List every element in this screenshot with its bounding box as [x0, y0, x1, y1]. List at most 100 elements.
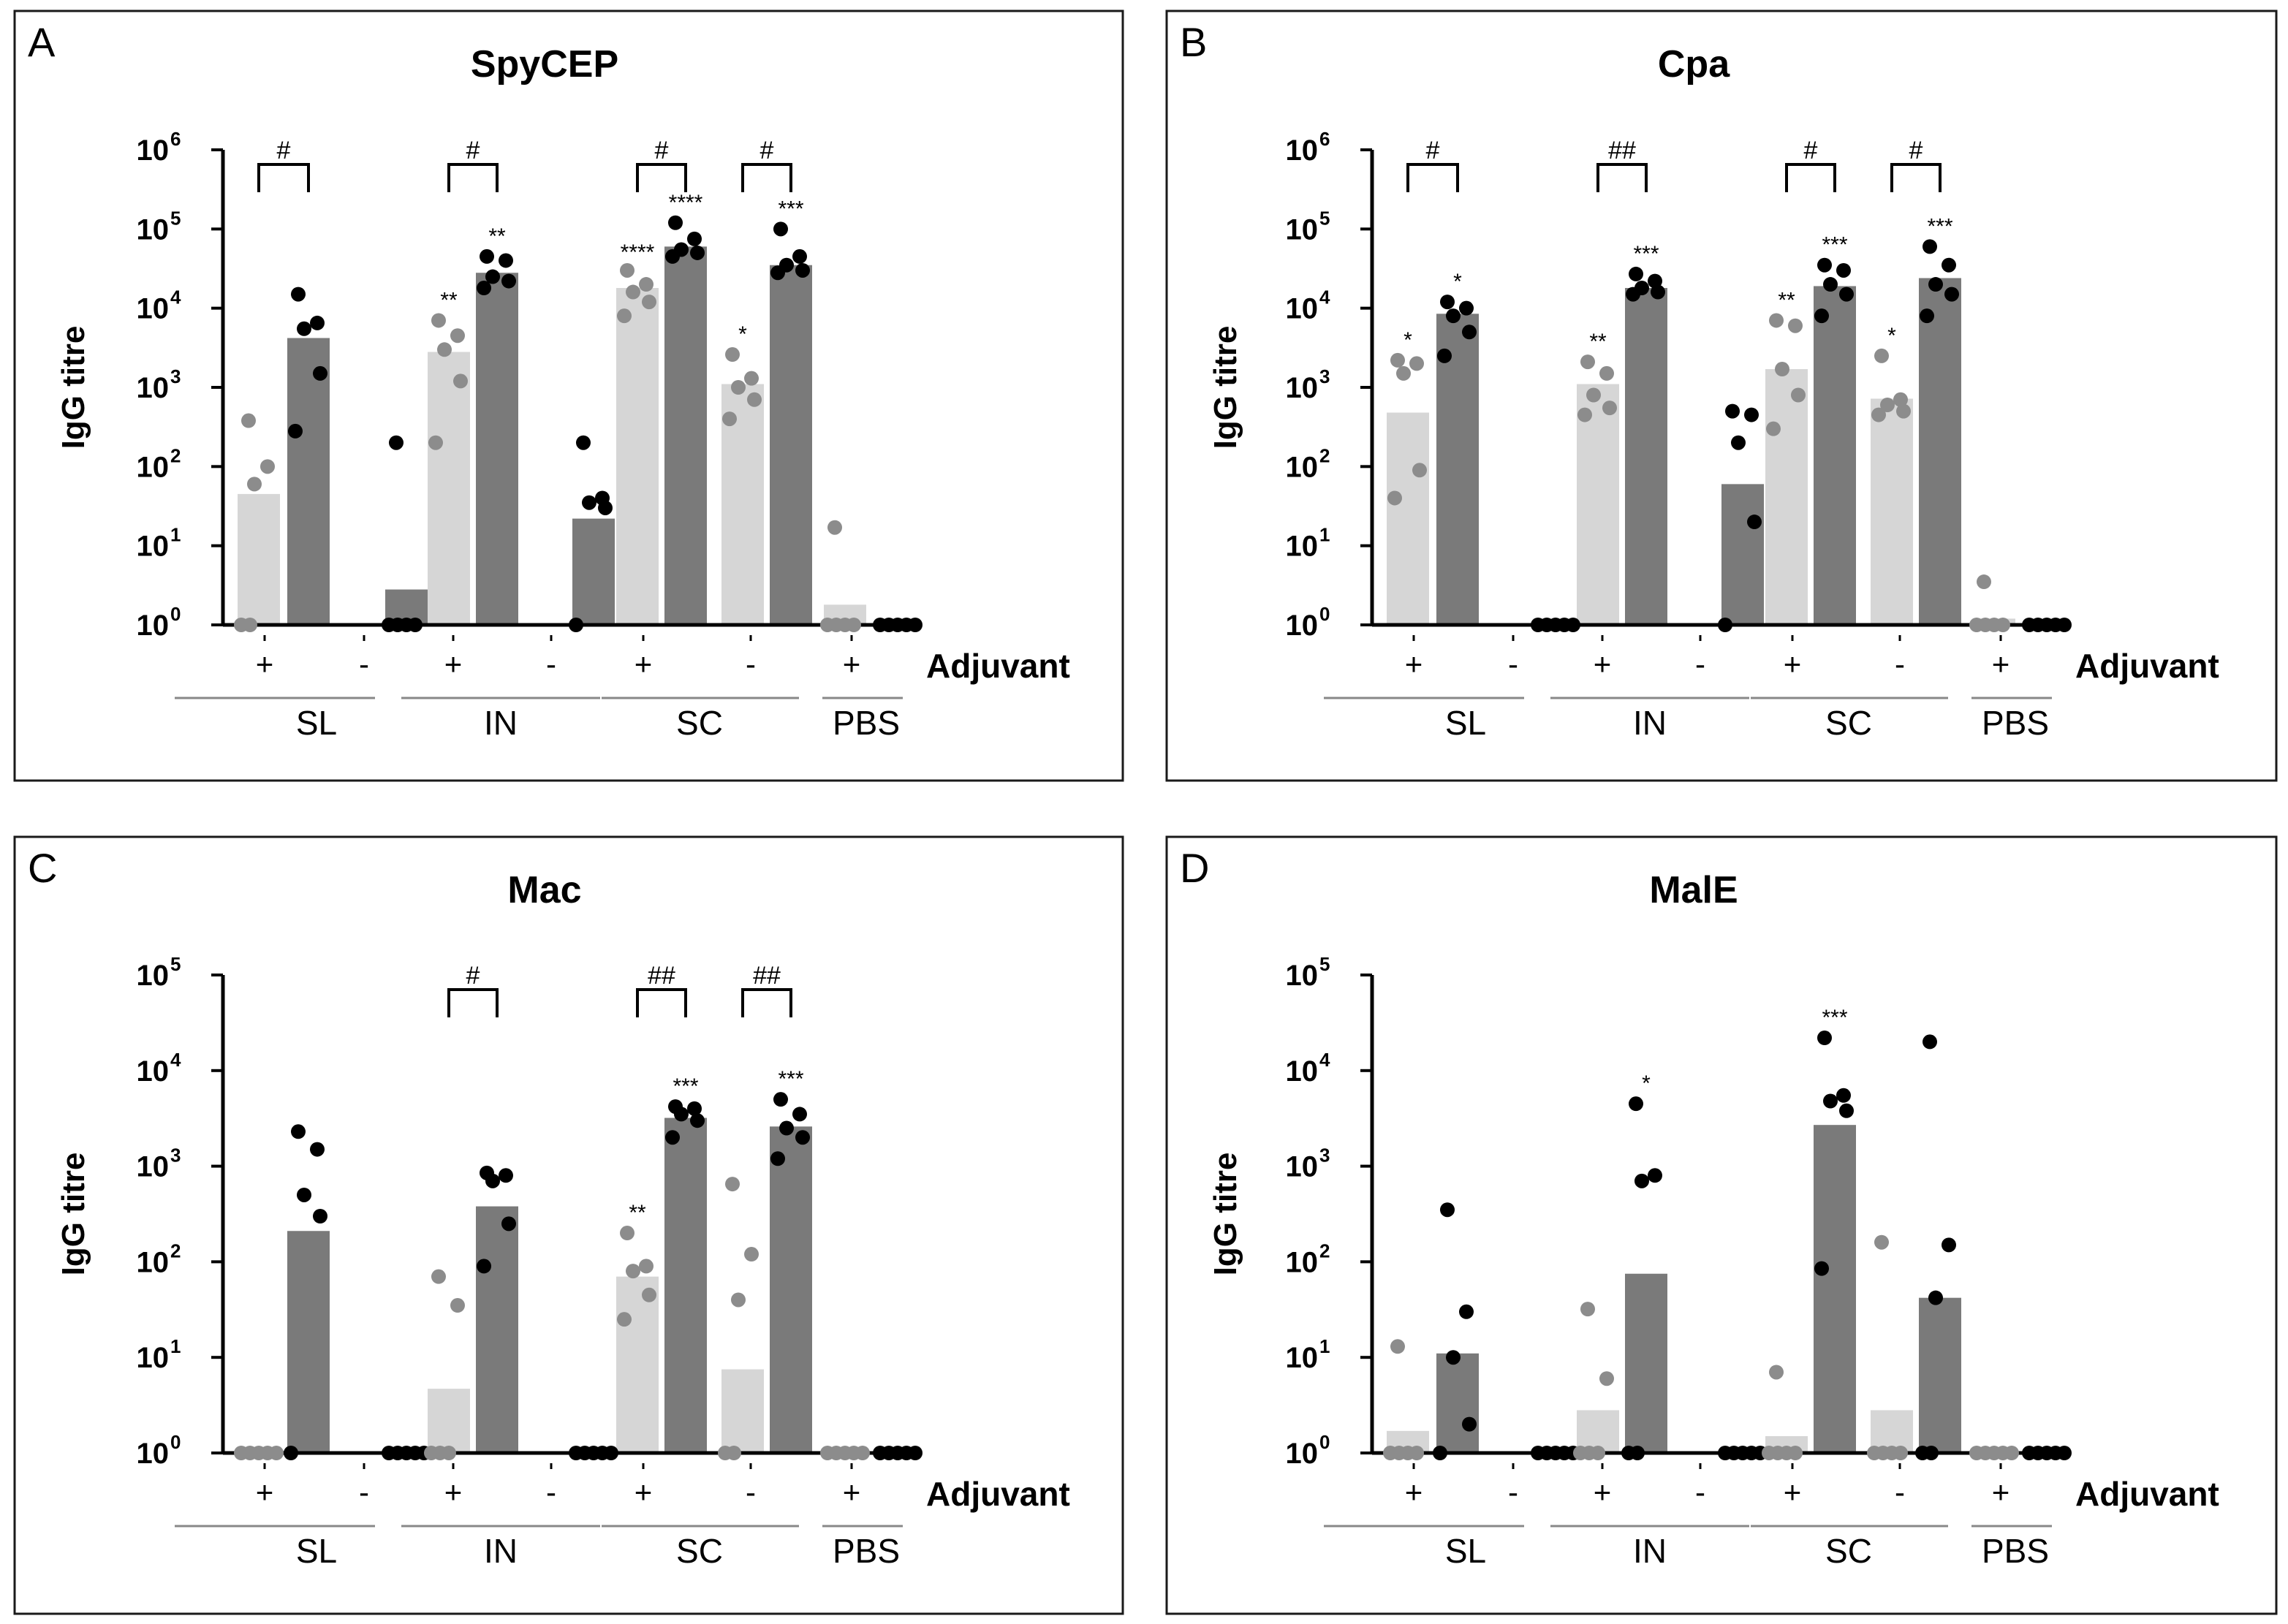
adjuvant-sign: +: [1784, 647, 1802, 681]
data-point: [1591, 1446, 1605, 1460]
bar-week2-SCw2: [664, 1118, 707, 1453]
data-point: [674, 242, 689, 257]
data-point: [725, 1177, 740, 1192]
y-tick-exponent: 4: [1319, 1049, 1330, 1071]
data-point: [1459, 1304, 1474, 1319]
y-tick-label: 10: [1286, 960, 1319, 992]
data-point: [1599, 1371, 1614, 1386]
route-label: IN: [1633, 704, 1667, 742]
data-point: [480, 248, 494, 264]
comparison-bracket: [1406, 163, 1459, 192]
data-point: [1788, 318, 1803, 333]
data-point: [499, 253, 513, 268]
data-point: [747, 392, 762, 407]
data-point: [1944, 287, 1959, 302]
bar-week2-SCnegw2: [1919, 278, 1961, 625]
adjuvant-sign: +: [634, 647, 653, 681]
bracket-label: ##: [1608, 137, 1636, 164]
adjuvant-label: Adjuvant: [926, 647, 1070, 685]
comparison-bracket: [1596, 163, 1648, 192]
data-point: [779, 257, 794, 273]
significance-stars: *: [1453, 270, 1462, 294]
data-point: [795, 262, 810, 278]
y-tick-exponent: 0: [1319, 1431, 1330, 1453]
y-tick-exponent: 1: [170, 1335, 181, 1357]
data-point: [668, 1099, 683, 1115]
data-point: [477, 281, 491, 296]
y-tick-label: 10: [137, 531, 170, 563]
y-tick-exponent: 5: [1319, 207, 1330, 229]
bar-week1-SCnegw1: [721, 1369, 764, 1453]
data-point: [687, 231, 702, 246]
y-tick-label: 10: [1286, 134, 1319, 167]
significance-stars: **: [629, 1201, 646, 1225]
y-tick-exponent: 3: [170, 1145, 181, 1166]
data-point: [431, 1269, 446, 1284]
data-point: [744, 1247, 759, 1262]
data-point: [1566, 618, 1580, 632]
data-point: [1788, 1446, 1803, 1460]
y-tick-exponent: 6: [170, 128, 181, 150]
data-point: [1390, 1339, 1405, 1354]
y-tick-label: 10: [1286, 1055, 1319, 1088]
data-point: [727, 1446, 741, 1460]
bar-week2-SLw2: [287, 1231, 330, 1453]
adjuvant-sign: +: [843, 647, 861, 681]
y-tick-label: 10: [137, 610, 170, 642]
data-point: [291, 1124, 306, 1139]
data-point: [792, 1107, 807, 1122]
adjuvant-sign: +: [1405, 1475, 1423, 1509]
data-point: [243, 618, 257, 632]
y-tick-label: 10: [137, 960, 170, 992]
y-tick-label: 10: [1286, 610, 1319, 642]
adjuvant-sign: -: [546, 647, 556, 681]
adjuvant-sign: -: [746, 647, 756, 681]
data-point: [310, 1142, 325, 1157]
adjuvant-sign: -: [746, 1475, 756, 1509]
panel-letter: B: [1180, 19, 1207, 65]
significance-stars: ****: [621, 240, 655, 265]
data-point: [1893, 392, 1908, 407]
y-tick-exponent: 2: [170, 444, 181, 466]
adjuvant-label: Adjuvant: [926, 1475, 1070, 1513]
route-label: SL: [296, 1532, 337, 1570]
comparison-bracket: [741, 163, 792, 192]
data-point: [1440, 1202, 1455, 1218]
adjuvant-sign: -: [1895, 1475, 1905, 1509]
data-point: [499, 1168, 513, 1183]
data-point: [1409, 1446, 1424, 1460]
y-tick-exponent: 5: [170, 207, 181, 229]
data-point: [291, 287, 306, 302]
y-tick-label: 10: [1286, 451, 1319, 483]
data-point: [1629, 1096, 1643, 1112]
significance-stars: ****: [669, 191, 703, 215]
adjuvant-sign: -: [1508, 647, 1518, 681]
panel-frame: [1165, 835, 2278, 1615]
data-point: [1446, 1350, 1461, 1365]
bar-week2-INw2: [1625, 1273, 1667, 1453]
data-point: [1459, 300, 1474, 316]
significance-stars: **: [1778, 288, 1795, 312]
data-point: [1630, 1446, 1645, 1460]
significance-stars: *: [1404, 328, 1412, 352]
bar-week2-INnegw2: [1721, 484, 1764, 625]
data-point: [617, 308, 632, 324]
comparison-bracket: [636, 163, 687, 192]
y-axis-label: IgG titre: [1208, 326, 1243, 449]
data-point: [908, 1446, 923, 1460]
data-point: [1648, 273, 1662, 289]
data-point: [731, 1292, 746, 1308]
route-label: SC: [676, 1532, 723, 1570]
data-point: [453, 373, 468, 389]
data-point: [1409, 356, 1424, 371]
adjuvant-sign: -: [1895, 647, 1905, 681]
data-point: [2057, 618, 2072, 632]
data-point: [1928, 1290, 1943, 1305]
data-point: [595, 490, 610, 506]
route-label: SL: [296, 704, 337, 742]
data-point: [288, 423, 303, 439]
data-point: [1880, 398, 1895, 413]
comparison-bracket: [447, 988, 499, 1017]
